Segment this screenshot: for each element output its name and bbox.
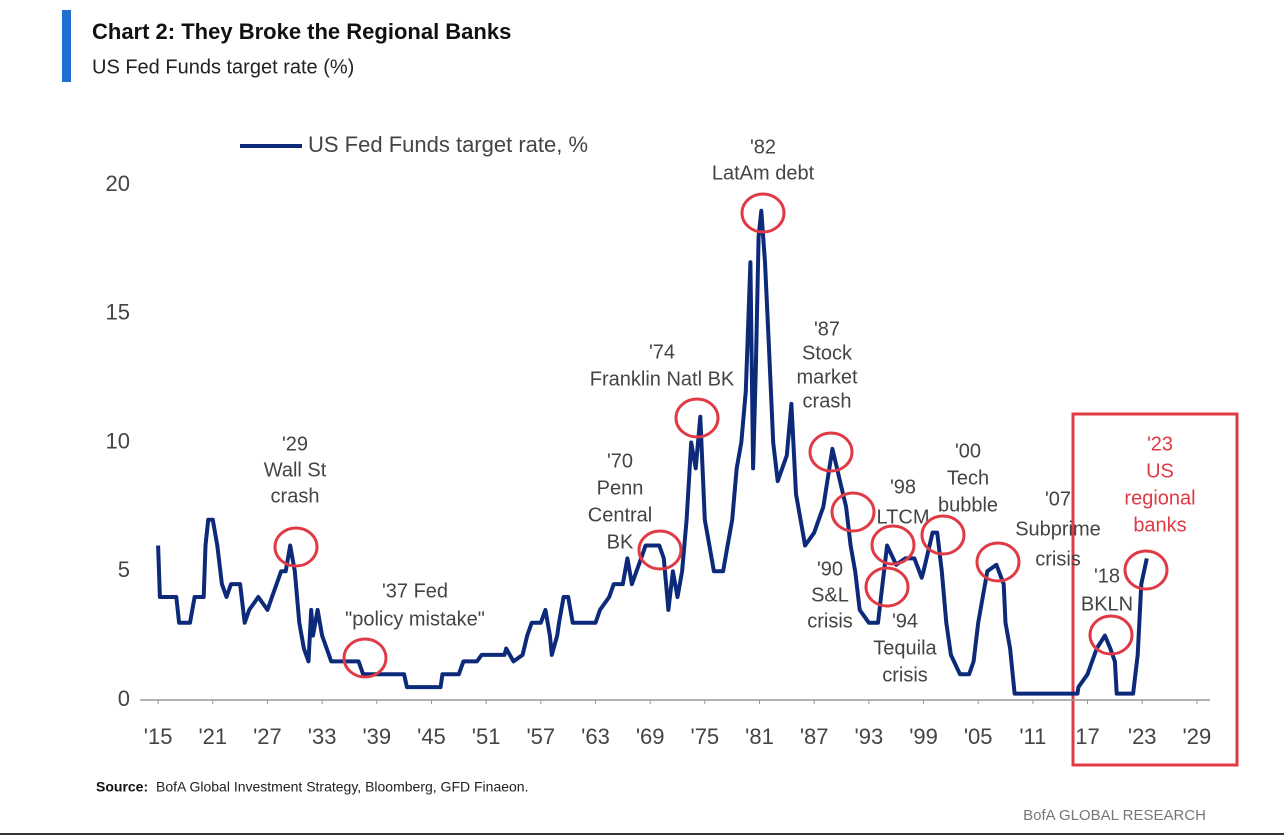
annotation: '29 [282,433,308,455]
annotation: crisis [807,610,853,632]
x-tick-label: '15 [144,724,173,749]
highlight-circle [864,566,910,608]
highlight-circle [273,526,319,568]
x-tick-label: '75 [691,724,720,749]
annotation: US [1146,460,1174,482]
annotation: Penn [597,477,644,499]
annotation: crisis [882,664,928,686]
annotation: bubble [938,494,998,516]
chart-subtitle: US Fed Funds target rate (%) [92,56,354,78]
annotation: Wall St [264,459,327,481]
highlight-circle [637,529,683,571]
annotation: '82 [750,136,776,158]
annotation: '07 [1045,488,1071,510]
x-tick-label: '99 [909,724,938,749]
annotation: '94 [892,610,918,632]
highlight-circle [674,397,720,439]
annotation: S&L [811,584,849,606]
annotation: '98 [890,476,916,498]
y-tick-label: 15 [106,300,130,325]
highlight-circle [975,541,1021,583]
highlight-circle [1123,549,1169,591]
annotation: market [796,366,858,388]
x-tick-label: '57 [526,724,555,749]
annotation: "policy mistake" [345,608,485,630]
annotation: crisis [1035,548,1081,570]
highlight-circle [740,192,786,234]
annotation: '23 [1147,433,1173,455]
annotation: crash [271,485,320,507]
annotation: '18 [1094,565,1120,587]
annotation: '00 [955,440,981,462]
x-tick-label: '11 [1019,724,1046,749]
annotation: Stock [802,342,853,364]
highlight-circle [1088,614,1134,656]
y-tick-label: 20 [106,171,130,196]
x-tick-label: '29 [1183,724,1212,749]
chart-title: Chart 2: They Broke the Regional Banks [92,19,511,44]
annotation: BKLN [1081,593,1133,615]
annotation: Franklin Natl BK [590,368,735,390]
x-tick-label: '33 [308,724,337,749]
highlight-circle [830,491,876,533]
y-tick-label: 0 [118,686,130,711]
annotation: '87 [814,318,840,340]
highlight-circle [870,524,916,566]
annotation: '37 Fed [382,580,448,602]
x-tick-label: '23 [1128,724,1157,749]
x-tick-label: '69 [636,724,665,749]
annotation: BK [607,531,634,553]
annotation: '90 [817,558,843,580]
legend-label: US Fed Funds target rate, % [308,132,588,157]
x-tick-label: '45 [417,724,446,749]
title-bar [62,10,71,82]
series-line [156,208,1149,696]
y-tick-label: 5 [118,557,130,582]
x-tick-label: '51 [472,724,501,749]
x-tick-label: '93 [855,724,884,749]
x-tick-label: '81 [745,724,774,749]
annotation: Central [588,504,652,526]
x-tick-label: '27 [253,724,282,749]
x-tick-label: '87 [800,724,829,749]
y-tick-label: 10 [106,428,130,453]
annotation: crash [803,390,852,412]
annotation: '74 [649,341,675,363]
annotation: banks [1133,514,1186,536]
x-tick-label: '05 [964,724,993,749]
highlight-circle [342,637,388,679]
highlight-box [1071,412,1239,767]
source-label: Source: [96,779,148,795]
brand: BofA GLOBAL RESEARCH [1023,807,1206,824]
x-tick-label: '21 [198,724,227,749]
x-tick-label: '39 [362,724,391,749]
annotation: Subprime [1015,518,1101,540]
highlight-circle [920,514,966,556]
annotation: LatAm debt [712,162,815,184]
annotation: '70 [607,450,633,472]
source-text: BofA Global Investment Strategy, Bloombe… [156,779,528,795]
x-tick-label: 17 [1075,724,1099,749]
x-tick-label: '63 [581,724,610,749]
annotation: Tech [947,467,989,489]
highlight-circle [808,431,854,473]
annotation: regional [1124,487,1195,509]
annotation: LTCM [877,506,930,528]
annotation: Tequila [873,637,937,659]
